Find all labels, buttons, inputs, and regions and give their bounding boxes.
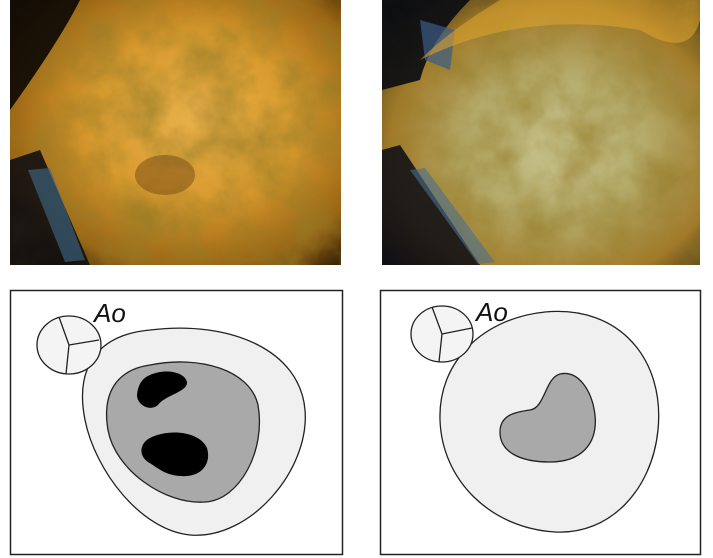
aorta-label: Ao: [92, 298, 126, 328]
schematic-left: Ao: [11, 291, 343, 555]
echo-image-left: [10, 0, 341, 265]
aorta-label: Ao: [474, 297, 508, 327]
schematic-right: Ao: [381, 291, 701, 555]
echo-image-right: [382, 0, 700, 265]
figure: Ao Ao: [0, 0, 713, 558]
